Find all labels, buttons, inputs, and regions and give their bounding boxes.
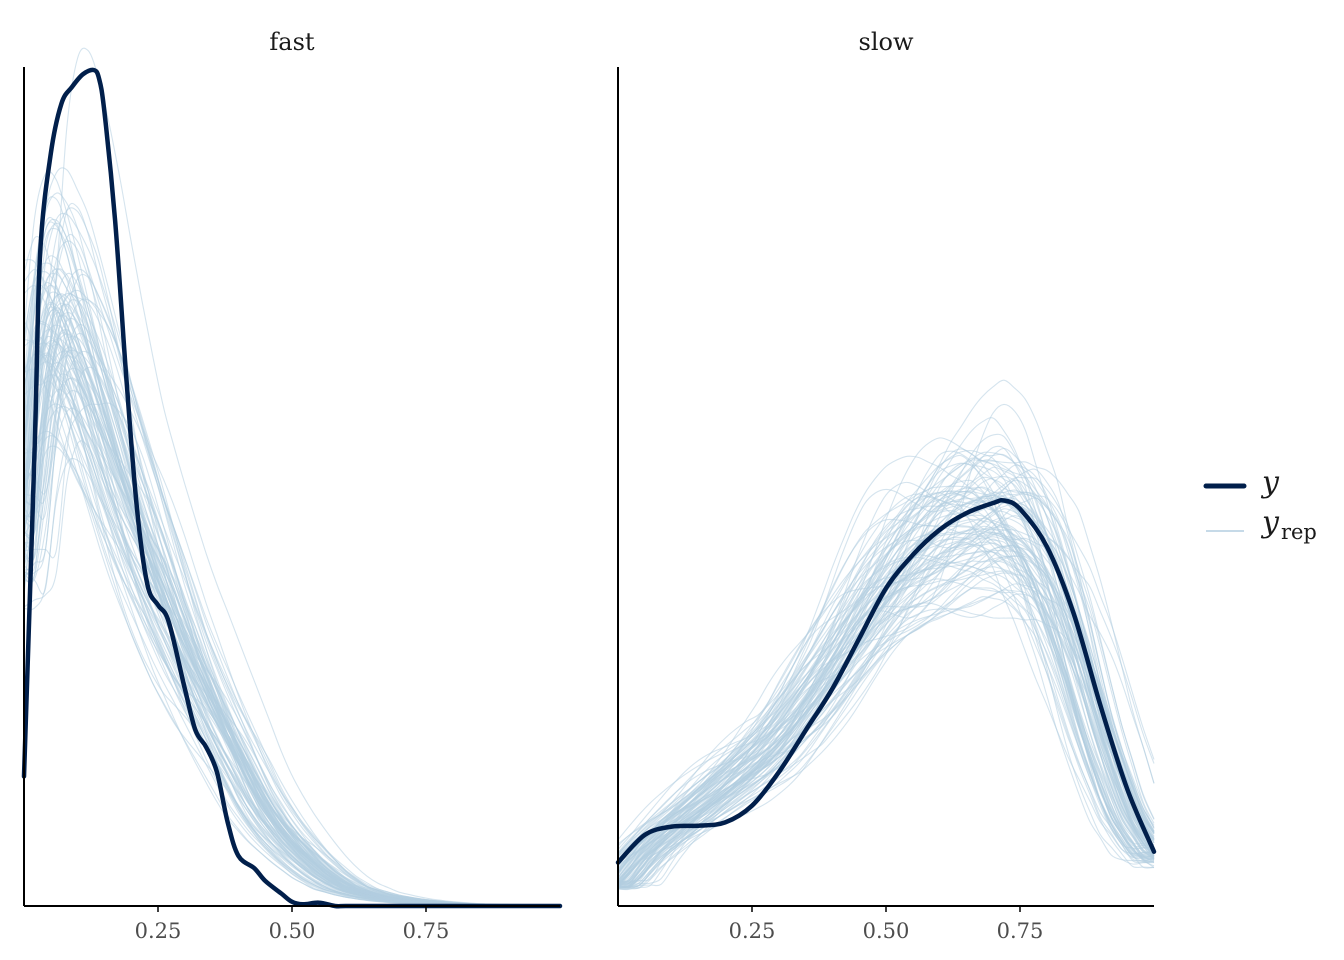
panel-slow-plot — [615, 379, 1157, 891]
yrep-density-line — [617, 554, 1155, 863]
x-tick-label: 0.25 — [729, 919, 776, 943]
x-tick-label: 0.75 — [997, 919, 1044, 943]
facet-fast: fast 0.25 0.50 0.75 — [21, 28, 563, 943]
yrep-density-line — [23, 227, 561, 907]
yrep-density-line — [617, 417, 1155, 885]
yrep-density-line — [617, 544, 1155, 889]
yrep-density-line — [617, 503, 1155, 888]
yrep-density-line — [617, 445, 1155, 854]
yrep-density-line — [617, 525, 1155, 863]
x-axis-fast: 0.25 0.50 0.75 — [135, 906, 450, 943]
yrep-density-line — [23, 301, 561, 907]
yrep-density-line — [617, 379, 1155, 883]
x-tick-label: 0.50 — [863, 919, 910, 943]
yrep-density-line — [617, 475, 1155, 872]
panel-fast-plot — [21, 47, 563, 909]
legend-label-y: y — [1260, 465, 1280, 500]
yrep-density-line — [23, 222, 561, 907]
yrep-density-line — [617, 608, 1155, 889]
yrep-density-line — [617, 555, 1155, 890]
y-density-line — [21, 67, 563, 909]
yrep-density-line — [617, 447, 1155, 885]
yrep-density-line — [617, 454, 1155, 850]
legend-label-yrep-main: y — [1260, 505, 1280, 540]
yrep-density-line — [617, 583, 1155, 890]
legend: y yrep — [1203, 465, 1317, 544]
facet-title-slow: slow — [859, 28, 914, 56]
yrep-density-line — [617, 497, 1155, 885]
yrep-density-line — [617, 493, 1155, 885]
yrep-density-line — [23, 299, 561, 907]
facet-title-fast: fast — [269, 28, 315, 56]
yrep-density-line — [23, 298, 561, 907]
yrep-density-line — [617, 551, 1155, 882]
facet-slow: slow 0.25 0.50 0.75 — [615, 28, 1157, 943]
x-axis-slow: 0.25 0.50 0.75 — [729, 906, 1044, 943]
x-tick-label: 0.75 — [403, 919, 450, 943]
y-density-line — [615, 497, 1157, 865]
legend-label-yrep: yrep — [1260, 505, 1317, 544]
x-tick-label: 0.25 — [135, 919, 182, 943]
x-tick-label: 0.50 — [269, 919, 316, 943]
yrep-density-line — [23, 332, 561, 907]
yrep-density-line — [617, 479, 1155, 860]
yrep-density-line — [617, 517, 1155, 877]
legend-label-yrep-subscript: rep — [1281, 520, 1317, 544]
